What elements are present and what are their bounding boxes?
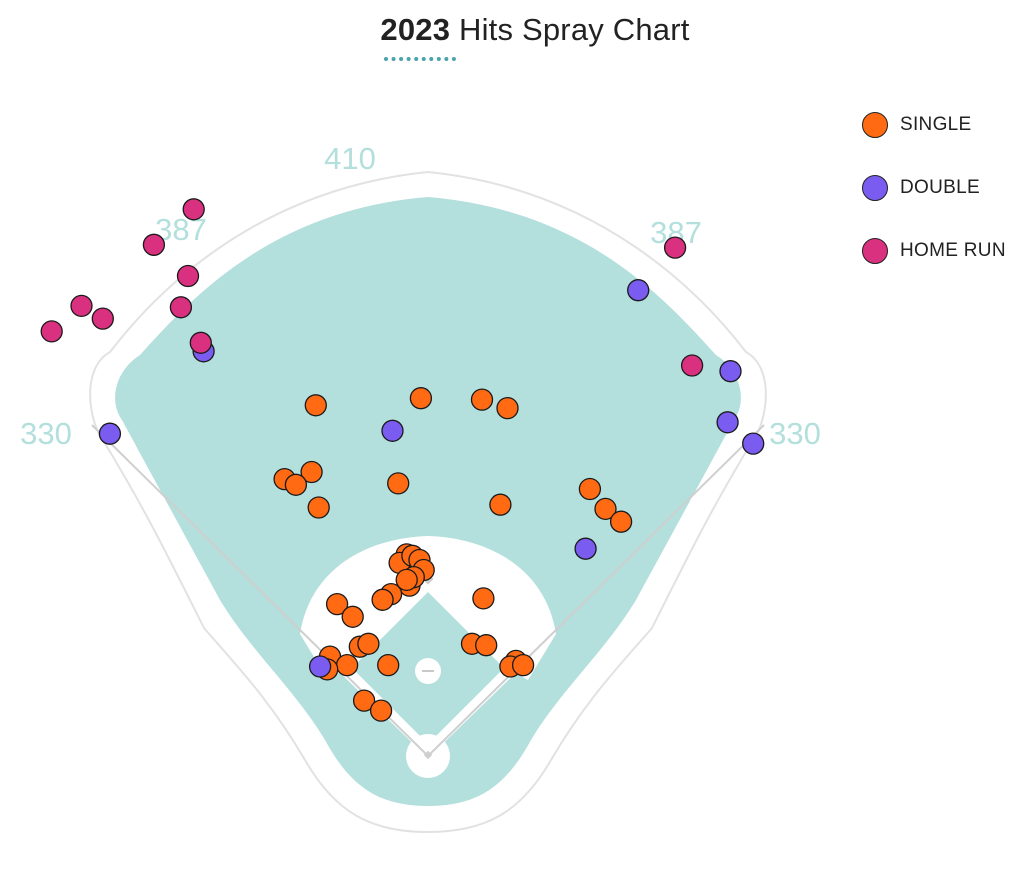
legend-swatch-double	[862, 174, 888, 201]
distance-left-line: 330	[20, 416, 72, 451]
home-run-hit-point	[176, 264, 200, 288]
single-hit-point	[489, 493, 512, 516]
single-hit-point	[369, 699, 393, 722]
double-hit-point	[381, 419, 404, 442]
single-hit-point	[496, 396, 519, 420]
single-hit-point	[578, 477, 602, 501]
home-run-hit-point	[182, 198, 205, 221]
single-hit-point	[594, 497, 617, 521]
double-hit-point	[742, 432, 765, 455]
home-run-hit-point	[40, 320, 63, 343]
legend-label-single: SINGLE	[900, 113, 972, 135]
home-run-hit-point	[680, 354, 704, 377]
chart-title: 2023 Hits Spray Chart	[0, 12, 1024, 48]
home-run-hit-point	[142, 233, 166, 256]
legend-swatch-home-run	[862, 237, 888, 264]
legend-label-home-run: HOME RUN	[900, 239, 1006, 261]
right-foul-line	[427, 424, 765, 757]
chart-title-text: Hits Spray Chart	[458, 12, 690, 47]
legend-swatch-single	[862, 111, 888, 138]
legend: SINGLE DOUBLE HOME RUN	[862, 93, 1006, 282]
single-hit-point	[609, 510, 633, 533]
single-hit-point	[304, 394, 327, 417]
double-hit-point	[716, 411, 739, 434]
home-run-hit-point	[70, 294, 93, 318]
single-hit-point	[475, 634, 498, 657]
home-run-hit-point	[169, 296, 193, 319]
single-hit-point	[341, 605, 364, 628]
hit-points	[40, 198, 765, 722]
legend-item-single: SINGLE	[862, 93, 1006, 156]
single-hit-point	[371, 588, 394, 611]
legend-item-double: DOUBLE	[862, 156, 1006, 219]
single-hit-point	[335, 653, 359, 677]
double-hit-point	[308, 655, 332, 678]
single-hit-point	[325, 592, 349, 616]
home-run-hit-point	[91, 307, 114, 330]
warning-track-outline	[89, 170, 767, 834]
double-hit-point	[627, 279, 650, 302]
legend-item-home-run: HOME RUN	[862, 219, 1006, 282]
double-hit-point	[574, 537, 597, 560]
single-hit-point	[470, 388, 494, 411]
single-hit-point	[511, 653, 535, 677]
single-hit-point	[300, 460, 323, 484]
home-run-hit-point	[663, 236, 687, 259]
single-hit-point	[409, 387, 433, 410]
double-hit-point	[98, 422, 122, 445]
home-plate	[423, 750, 433, 760]
single-hit-point	[357, 632, 380, 655]
double-hit-point	[719, 360, 742, 383]
title-underline	[384, 57, 456, 61]
single-hit-point	[387, 472, 410, 495]
single-hit-point	[307, 496, 330, 519]
single-hit-point	[395, 568, 418, 592]
legend-label-double: DOUBLE	[900, 176, 980, 198]
single-hit-point	[284, 473, 308, 496]
chart-title-year: 2023	[380, 12, 451, 47]
distance-right-line: 330	[769, 416, 821, 451]
single-hit-point	[352, 689, 376, 712]
home-run-hit-point	[189, 331, 212, 354]
single-hit-point	[472, 587, 495, 610]
outfield-grass	[115, 197, 741, 806]
single-hit-point	[377, 653, 400, 677]
distance-center: 410	[324, 141, 376, 176]
